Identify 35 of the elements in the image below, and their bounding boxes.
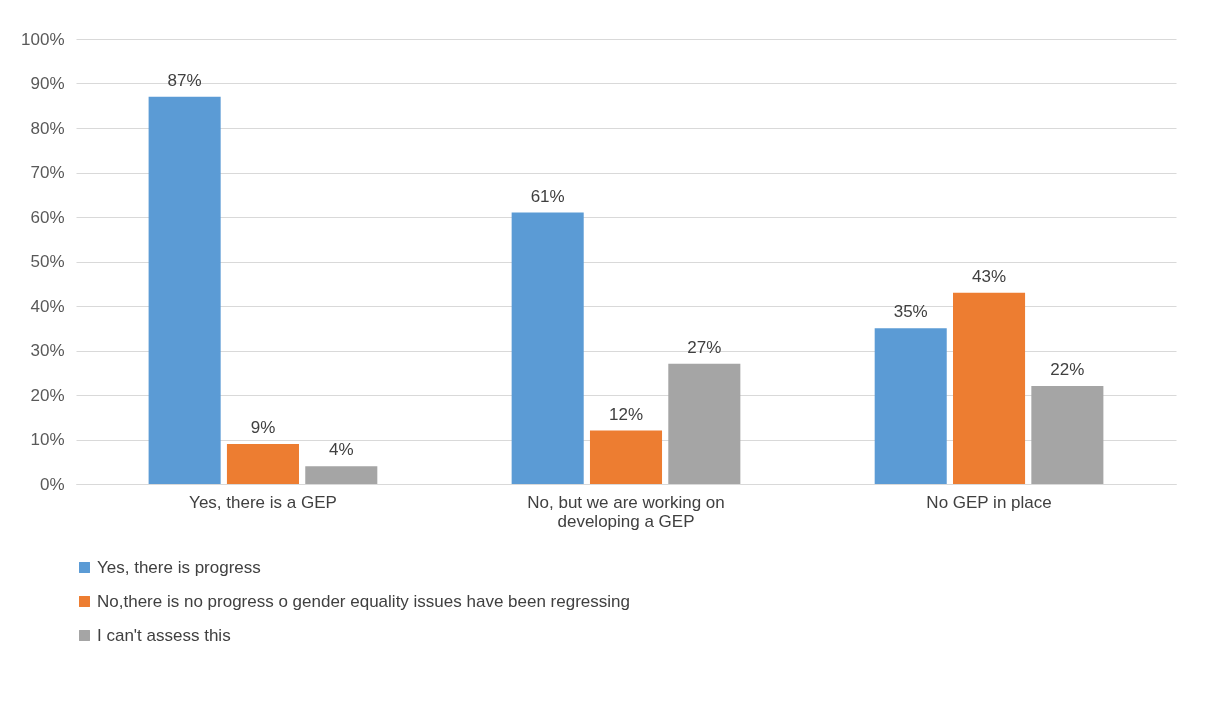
legend-label: I can't assess this [97, 625, 231, 645]
data-label: 4% [329, 440, 354, 460]
y-tick-label: 40% [30, 296, 65, 316]
data-label: 12% [608, 404, 644, 424]
bar [589, 430, 663, 484]
x-tick-label: No GEP in place [926, 492, 1052, 512]
bar [953, 292, 1026, 484]
data-label: 61% [530, 186, 565, 206]
bar [1031, 386, 1104, 484]
y-tick-label: 0% [39, 474, 65, 494]
data-label: 87% [167, 70, 202, 90]
bar [226, 443, 299, 484]
bar [874, 328, 947, 484]
data-label: 22% [1050, 360, 1085, 380]
data-label: 9% [250, 417, 276, 437]
x-tick-label: Yes, there is a GEP [189, 492, 337, 512]
legend-label: Yes, there is progress [97, 557, 261, 577]
bar [305, 466, 378, 484]
y-tick-label: 50% [30, 252, 65, 271]
data-label: 27% [687, 337, 722, 357]
bar [511, 212, 584, 484]
y-tick-label: 100% [21, 29, 65, 49]
data-label: 35% [893, 302, 928, 322]
y-tick-label: 30% [30, 341, 65, 360]
x-tick-label: No, but we are working on developing a GEP [527, 492, 725, 531]
y-tick-label: 70% [30, 163, 65, 182]
y-tick-label: 20% [30, 385, 65, 405]
y-tick-label: 80% [30, 118, 65, 138]
data-label: 43% [972, 266, 1007, 286]
bar [668, 363, 741, 484]
legend-label: No,there is no progress o gender equality issues have been regressing [97, 591, 630, 611]
bar [148, 96, 221, 484]
y-tick-label: 10% [30, 430, 65, 449]
y-tick-label: 60% [30, 207, 65, 227]
y-tick-label: 90% [30, 74, 65, 93]
